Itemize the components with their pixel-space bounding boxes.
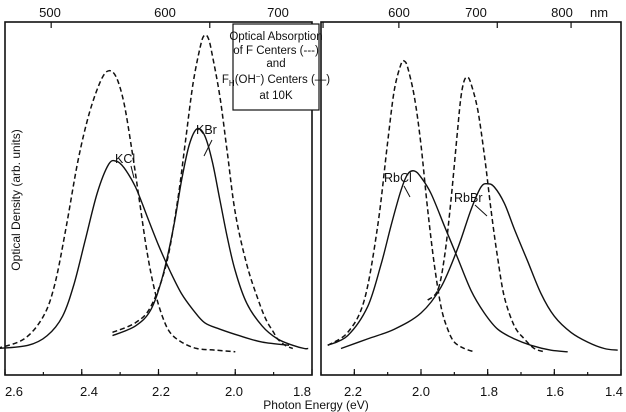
x-tick-label: 1.8	[293, 384, 311, 399]
legend-line: FH(OH−) Centers (—)	[222, 72, 330, 88]
series-rbbr-line	[340, 182, 618, 351]
legend-line: Optical Absorption	[229, 31, 322, 43]
top-tick-label: 700	[267, 5, 289, 20]
x-tick-label: 2.2	[344, 384, 362, 399]
top-tick-label: 600	[154, 5, 176, 20]
legend-line: at 10K	[259, 90, 293, 102]
axis-ticks	[4, 22, 622, 375]
label-leader	[403, 185, 411, 198]
x-tick-label: 2.4	[80, 384, 98, 399]
label-leader	[130, 165, 135, 179]
x-tick-label: 1.8	[480, 384, 498, 399]
x-tick-label: 1.4	[605, 384, 623, 399]
curve-label-kbr: KBr	[196, 123, 217, 137]
label-leader	[203, 139, 213, 157]
x-tick-label: 2.0	[412, 384, 430, 399]
series-kbr-f-center-line	[112, 34, 294, 350]
spectral-curves	[0, 34, 618, 353]
top-tick-label: 700	[465, 5, 487, 20]
series-kcl-f-center-line	[0, 69, 236, 353]
curve-label-rbbr: RbBr	[454, 191, 482, 205]
x-tick-label: 2.2	[152, 384, 170, 399]
x-tick-label: 2.0	[225, 384, 243, 399]
legend-line: of F Centers (---)	[233, 45, 319, 57]
right-panel-frame	[320, 21, 622, 376]
series-rbcl-f-center-line	[327, 59, 475, 353]
series-kcl-line	[0, 159, 290, 349]
curve-label-kcl: KCl	[115, 152, 135, 166]
series-rbbr-f-center-line	[427, 76, 545, 353]
legend-box	[232, 23, 320, 111]
top-tick-label: 500	[39, 5, 61, 20]
x-tick-label: 1.6	[546, 384, 564, 399]
top-tick-label: 800	[551, 5, 573, 20]
curve-label-rbcl: RbCl	[384, 171, 412, 185]
top-tick-label: 600	[388, 5, 410, 20]
series-kbr-line	[112, 127, 309, 350]
label-leader	[474, 204, 488, 217]
x-tick-label: 2.6	[5, 384, 23, 399]
y-axis-title: Optical Density (arb. units)	[9, 129, 23, 270]
legend-line: and	[266, 58, 285, 70]
series-rbcl-line	[327, 170, 568, 353]
x-axis-title: Photon Energy (eV)	[263, 398, 368, 412]
top-axis-unit: nm	[590, 5, 608, 20]
